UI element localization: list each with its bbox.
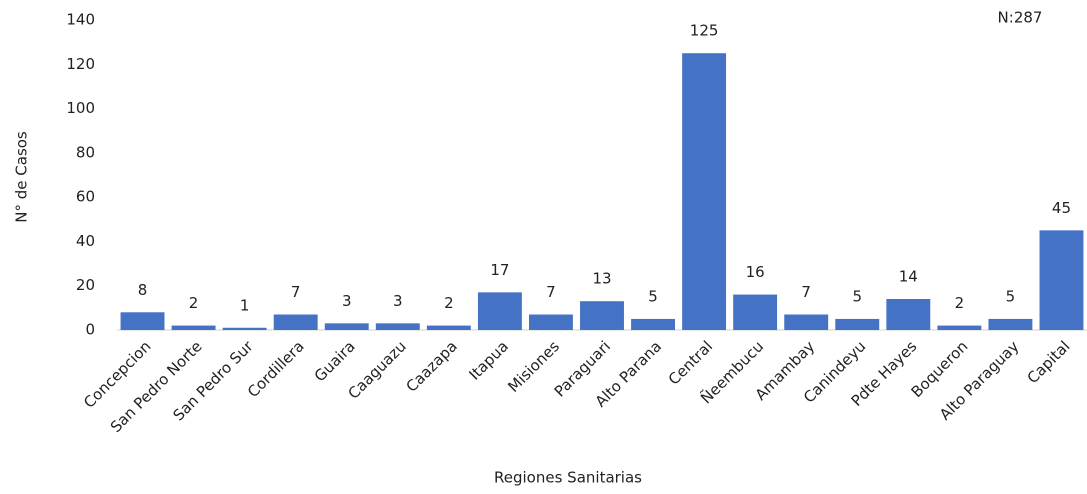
bar: [733, 294, 778, 330]
x-axis-label: Regiones Sanitarias: [494, 469, 642, 487]
y-tick-label: 80: [76, 143, 95, 161]
y-axis-label: N° de Casos: [13, 131, 31, 223]
data-label: 2: [955, 294, 965, 312]
x-tick-label: Central: [665, 337, 716, 388]
y-tick-label: 140: [66, 11, 95, 29]
annotation: N:287: [998, 9, 1043, 27]
bar: [375, 323, 420, 330]
data-label: 5: [1006, 287, 1016, 305]
data-label: 2: [189, 294, 199, 312]
bar: [580, 301, 624, 330]
data-label: 2: [444, 294, 454, 312]
data-label: 7: [801, 283, 811, 301]
data-label: 7: [291, 283, 301, 301]
bar: [171, 325, 216, 330]
bar: [528, 314, 573, 330]
x-tick-label: Caazapa: [402, 337, 460, 395]
bar: [222, 327, 267, 330]
x-tick-label: Guaira: [311, 337, 359, 385]
data-label: 1: [240, 296, 250, 314]
y-tick-label: 40: [76, 232, 95, 250]
bar: [120, 312, 165, 330]
bar: [324, 323, 369, 330]
data-label: 17: [490, 261, 509, 279]
bar: [886, 299, 931, 330]
y-tick-label: 100: [66, 99, 95, 117]
bar: [1039, 230, 1084, 330]
bar: [784, 314, 829, 330]
bar: [631, 318, 676, 330]
bar: [988, 318, 1033, 330]
data-label: 5: [648, 287, 658, 305]
data-label: 8: [138, 281, 148, 299]
y-tick-label: 120: [66, 55, 95, 73]
bar: [426, 325, 471, 330]
x-tick-label: Capital: [1024, 337, 1074, 387]
bar: [682, 53, 727, 330]
bar: [477, 292, 522, 330]
x-tick-label: San Pedro Norte: [107, 337, 206, 436]
data-label: 3: [393, 292, 403, 310]
data-label: 7: [546, 283, 556, 301]
data-label: 14: [899, 268, 918, 286]
x-tick-label: Cordillera: [244, 337, 308, 401]
bar: [937, 325, 982, 330]
bar: [835, 318, 880, 330]
y-tick-label: 60: [76, 188, 95, 206]
data-label: 125: [690, 22, 719, 40]
y-tick-label: 20: [76, 276, 95, 294]
y-tick-label: 0: [85, 321, 95, 339]
x-tick-label: Itapua: [465, 337, 511, 383]
data-label: 16: [746, 263, 765, 281]
data-label: 5: [852, 287, 862, 305]
data-label: 13: [592, 270, 611, 288]
bar: [273, 314, 318, 330]
data-label: 45: [1052, 199, 1071, 217]
data-label: 3: [342, 292, 352, 310]
